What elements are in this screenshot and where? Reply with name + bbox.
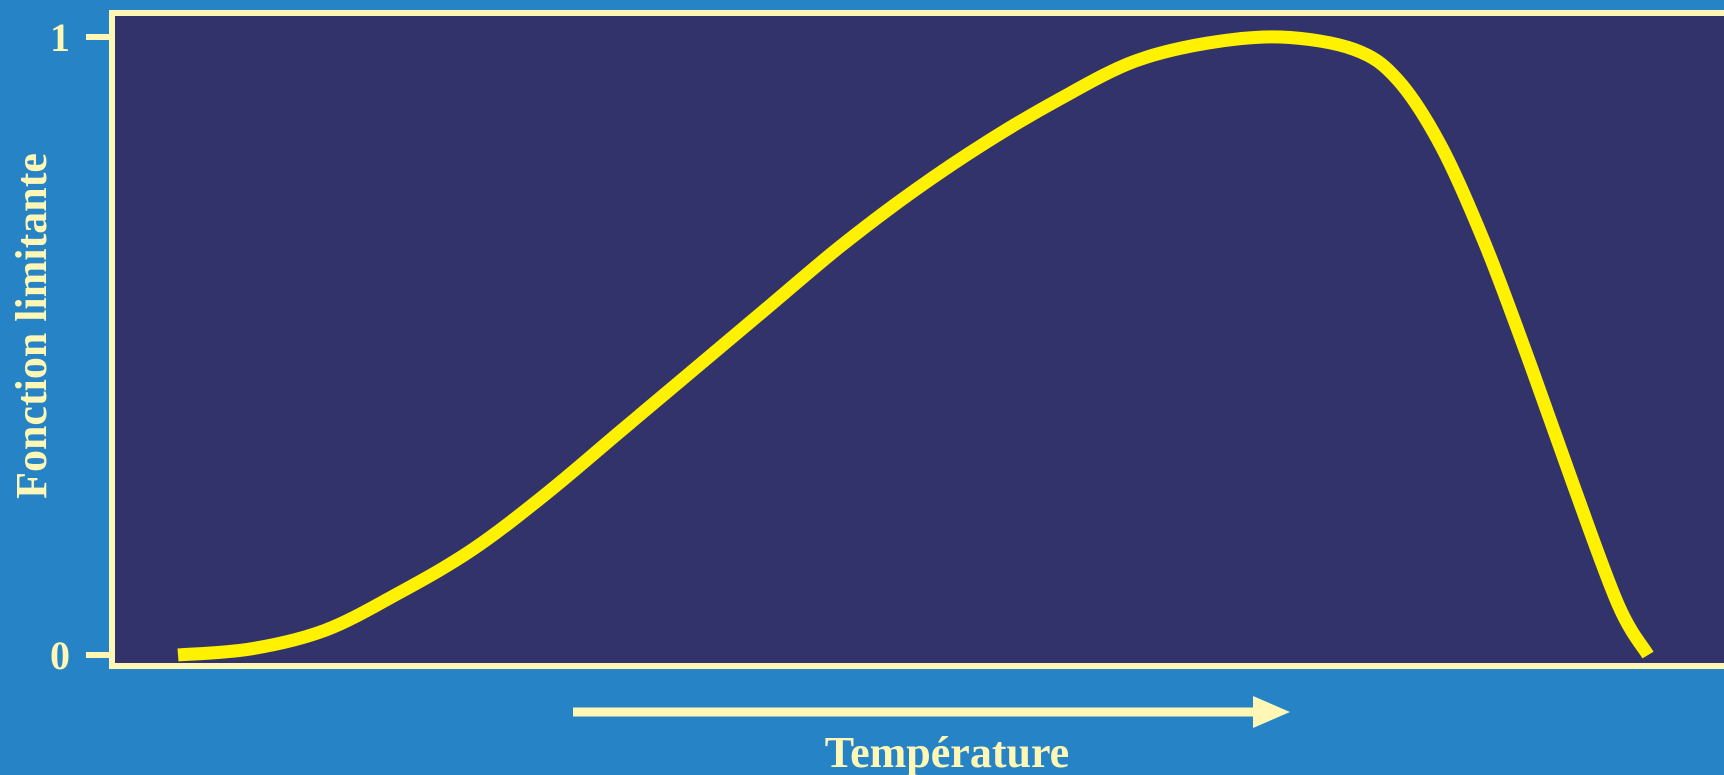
plot-area xyxy=(109,10,1724,669)
x-axis-arrow-head xyxy=(1253,696,1290,728)
y-axis-label: Fonction limitante xyxy=(7,153,56,499)
y-tick-label-1: 1 xyxy=(50,15,70,60)
series-line xyxy=(177,30,1654,662)
y-tick-label-0: 0 xyxy=(50,633,70,678)
x-axis-label: Température xyxy=(825,728,1069,775)
x-axis-arrow xyxy=(573,696,1290,728)
